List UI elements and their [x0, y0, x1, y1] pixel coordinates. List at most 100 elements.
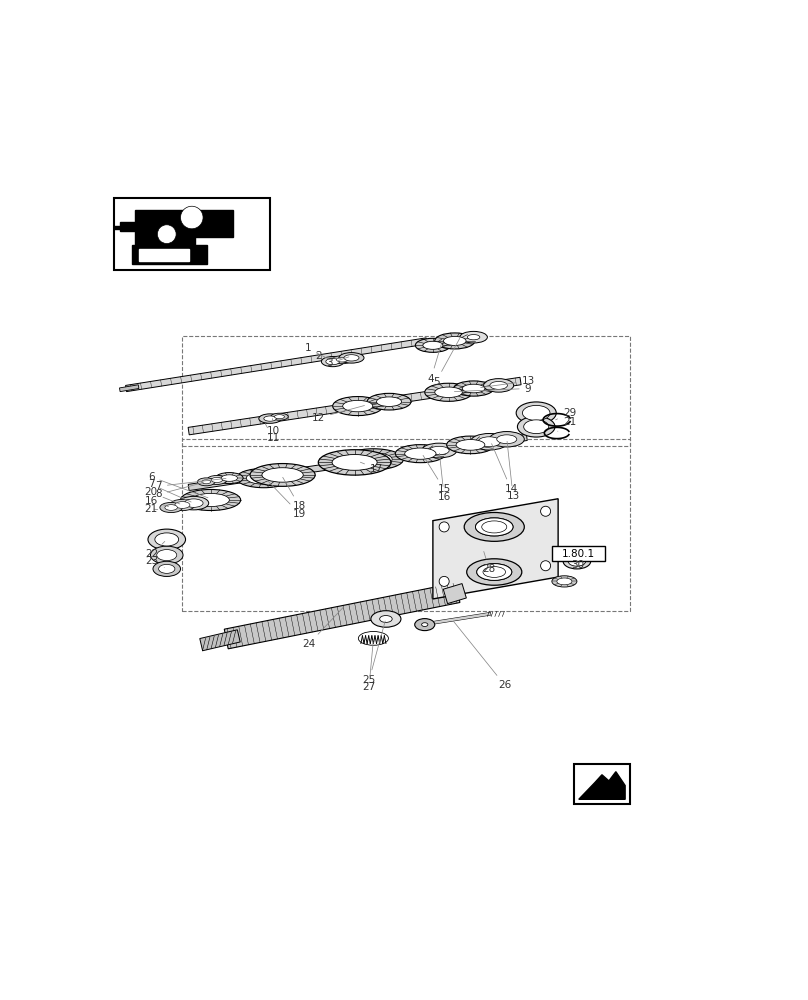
Ellipse shape: [478, 437, 500, 447]
Bar: [574, 764, 630, 804]
Polygon shape: [136, 210, 195, 246]
Ellipse shape: [170, 499, 195, 511]
Ellipse shape: [460, 331, 487, 343]
Ellipse shape: [371, 611, 401, 627]
Text: 17: 17: [360, 462, 383, 474]
Ellipse shape: [236, 468, 292, 488]
Ellipse shape: [191, 493, 229, 507]
Text: 3: 3: [326, 357, 349, 368]
Ellipse shape: [475, 518, 513, 536]
Ellipse shape: [415, 338, 450, 352]
Ellipse shape: [184, 499, 203, 507]
Polygon shape: [120, 385, 139, 392]
Ellipse shape: [453, 381, 494, 396]
Ellipse shape: [221, 475, 238, 481]
Text: 27: 27: [363, 642, 376, 692]
Ellipse shape: [523, 405, 550, 421]
Ellipse shape: [262, 468, 303, 482]
Text: 15: 15: [423, 455, 451, 494]
Ellipse shape: [557, 578, 572, 585]
Ellipse shape: [380, 616, 392, 622]
Text: 8: 8: [155, 483, 204, 499]
Polygon shape: [188, 377, 521, 435]
Text: 16: 16: [145, 496, 169, 507]
Ellipse shape: [435, 333, 475, 349]
Ellipse shape: [179, 496, 208, 510]
Text: 13: 13: [481, 376, 535, 388]
Ellipse shape: [482, 521, 507, 533]
Circle shape: [440, 576, 449, 586]
Text: 21: 21: [558, 417, 576, 431]
Ellipse shape: [415, 619, 435, 631]
Ellipse shape: [422, 623, 428, 626]
Ellipse shape: [464, 512, 524, 541]
Ellipse shape: [343, 400, 372, 412]
Ellipse shape: [475, 518, 513, 536]
Bar: [183, 439, 630, 611]
Text: 9: 9: [454, 384, 532, 394]
Polygon shape: [120, 222, 136, 231]
Text: 12: 12: [312, 406, 364, 423]
Ellipse shape: [517, 416, 555, 437]
Ellipse shape: [444, 336, 466, 345]
Polygon shape: [125, 338, 427, 392]
Polygon shape: [225, 583, 460, 649]
Text: 22: 22: [145, 541, 165, 559]
Ellipse shape: [175, 502, 190, 508]
Ellipse shape: [568, 557, 586, 566]
Ellipse shape: [343, 449, 403, 470]
Polygon shape: [579, 772, 625, 799]
Ellipse shape: [197, 478, 215, 486]
Ellipse shape: [423, 341, 443, 349]
Ellipse shape: [250, 464, 315, 486]
Text: 13: 13: [507, 441, 520, 501]
Text: 7: 7: [148, 479, 191, 502]
Ellipse shape: [367, 393, 411, 410]
Text: 30: 30: [571, 560, 585, 570]
Ellipse shape: [211, 477, 222, 482]
Text: 25: 25: [363, 621, 385, 685]
Ellipse shape: [355, 453, 392, 466]
Text: 11: 11: [265, 424, 280, 443]
Text: 16: 16: [438, 453, 451, 502]
Text: 24: 24: [302, 607, 343, 649]
Ellipse shape: [484, 379, 514, 392]
Ellipse shape: [462, 384, 485, 393]
Circle shape: [541, 561, 550, 571]
Circle shape: [180, 206, 203, 229]
Ellipse shape: [271, 413, 288, 420]
Text: 28: 28: [482, 551, 496, 574]
Ellipse shape: [150, 546, 183, 564]
Ellipse shape: [148, 529, 186, 550]
Ellipse shape: [467, 335, 480, 340]
Ellipse shape: [165, 505, 178, 510]
Ellipse shape: [467, 559, 522, 585]
Ellipse shape: [497, 435, 517, 444]
Text: 4: 4: [427, 344, 441, 384]
Ellipse shape: [563, 554, 591, 569]
Circle shape: [541, 506, 550, 516]
Ellipse shape: [326, 359, 339, 365]
Ellipse shape: [155, 533, 179, 546]
Ellipse shape: [524, 420, 549, 434]
Ellipse shape: [180, 489, 241, 511]
Ellipse shape: [332, 455, 377, 470]
Ellipse shape: [318, 450, 391, 475]
Ellipse shape: [344, 355, 359, 361]
Ellipse shape: [332, 356, 352, 364]
Ellipse shape: [552, 576, 577, 587]
Bar: [552, 546, 605, 561]
Text: 6: 6: [148, 472, 208, 498]
Ellipse shape: [490, 432, 524, 447]
Text: 1.80.1: 1.80.1: [562, 549, 595, 559]
Ellipse shape: [275, 415, 284, 419]
Text: 20: 20: [145, 487, 180, 504]
Ellipse shape: [339, 353, 364, 363]
Polygon shape: [200, 630, 240, 651]
Ellipse shape: [429, 446, 449, 455]
Polygon shape: [113, 226, 136, 229]
Text: 29: 29: [556, 408, 576, 420]
Ellipse shape: [490, 381, 507, 389]
Text: 23: 23: [145, 556, 164, 568]
Circle shape: [158, 225, 176, 244]
